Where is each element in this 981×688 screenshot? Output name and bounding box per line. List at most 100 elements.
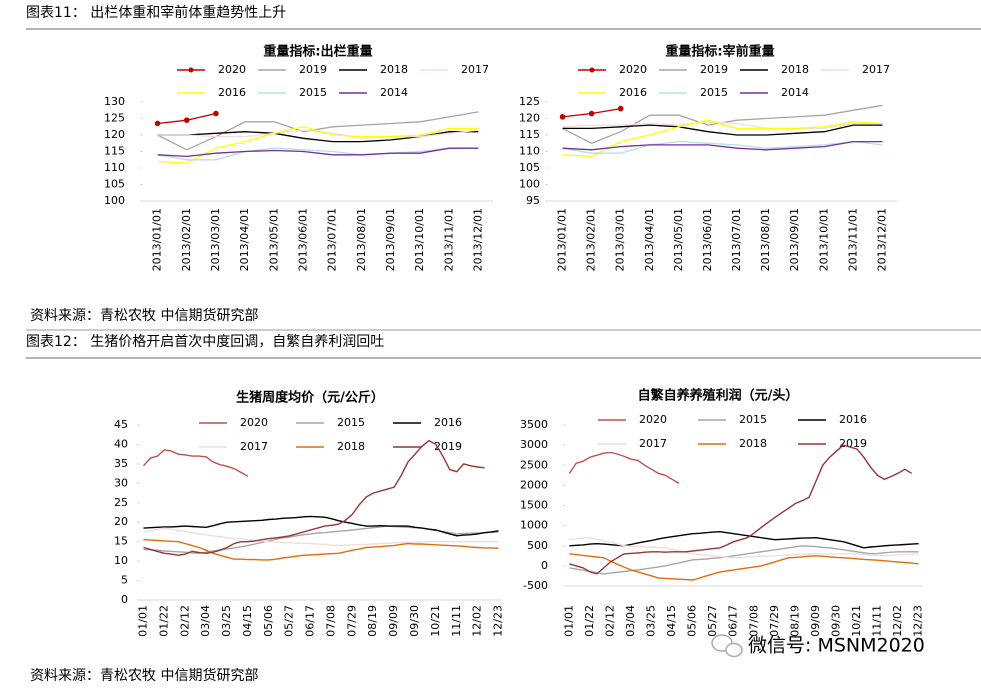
legend-label: 2017 [240, 440, 268, 453]
series-line [562, 121, 883, 130]
x-tick-label: 12/02 [891, 605, 904, 637]
figure-header: 图表12： 生猪价格开启首次中度回调，自繁自养利润回吐 [26, 334, 384, 350]
y-tick-label: 0 [541, 559, 548, 572]
legend-label: 2020 [619, 63, 647, 76]
y-tick-label: 110 [104, 161, 125, 174]
y-tick-label: 25 [114, 496, 128, 509]
series-marker [183, 117, 190, 123]
x-tick-label: 2013/09/01 [788, 208, 801, 271]
x-tick-label: 03/25 [645, 605, 658, 637]
legend-marker [589, 67, 595, 73]
legend-label: 2018 [739, 437, 767, 450]
series-line [142, 449, 249, 477]
watermark: 微信号: MSNM2020 [748, 635, 925, 657]
y-tick-label: 500 [527, 539, 548, 552]
x-tick-label: 01/22 [157, 605, 170, 637]
x-tick-label: 12/23 [912, 605, 925, 637]
x-tick-label: 2013/06/01 [701, 208, 714, 271]
chart-title: 生猪周度均价（元/公斤） [236, 390, 384, 406]
legend-label: 2016 [218, 86, 246, 99]
series-line [143, 539, 499, 561]
x-tick-label: 05/27 [706, 605, 719, 637]
y-tick-label: 2500 [520, 458, 548, 471]
legend-label: 2016 [619, 86, 647, 99]
x-tick-label: 09/09 [809, 605, 822, 637]
figure-header: 图表11： 出栏体重和宰前体重趋势性上升 [26, 4, 286, 21]
legend-label: 2015 [739, 413, 767, 426]
x-tick-label: 2013/02/01 [585, 208, 598, 271]
y-tick-label: 110 [519, 145, 540, 158]
x-tick-label: 01/22 [583, 605, 596, 637]
y-tick-label: 40 [114, 437, 128, 450]
series-marker [617, 105, 624, 112]
y-tick-label: 100 [519, 178, 540, 191]
x-tick-label: 07/29 [768, 605, 781, 637]
x-tick-label: 06/17 [727, 605, 740, 637]
x-tick-label: 2013/05/01 [267, 208, 280, 271]
y-tick-label: 1500 [520, 499, 548, 512]
legend-label: 2020 [240, 416, 268, 429]
y-tick-label: 115 [519, 128, 540, 141]
x-tick-label: 11/11 [871, 605, 884, 637]
x-tick-label: 12/23 [492, 605, 505, 637]
x-tick-label: 2013/02/01 [180, 208, 193, 271]
y-tick-label: 105 [519, 161, 540, 174]
legend-marker [188, 67, 194, 73]
y-tick-label: 3000 [520, 438, 548, 451]
chart-title: 重量指标:出栏重量 [263, 44, 372, 60]
x-tick-label: 02/12 [604, 605, 617, 637]
chart-title: 重量指标:宰前重量 [665, 44, 774, 60]
series-line [157, 111, 479, 151]
legend-label: 2019 [700, 63, 728, 76]
x-tick-label: 2013/11/01 [846, 208, 859, 271]
x-tick-label: 2013/10/01 [817, 208, 830, 271]
x-tick-label: 03/25 [220, 605, 233, 637]
legend-label: 2017 [639, 437, 667, 450]
x-tick-label: 2013/08/01 [759, 208, 772, 271]
x-tick-label: 08/19 [366, 605, 379, 637]
y-tick-label: 10 [114, 554, 128, 567]
x-tick-label: 2013/03/01 [614, 208, 627, 271]
x-tick-label: 09/30 [408, 605, 421, 637]
legend-label: 2014 [781, 86, 809, 99]
y-tick-label: 115 [104, 145, 125, 158]
x-tick-label: 2013/12/01 [875, 208, 888, 271]
series-line [568, 451, 680, 485]
x-tick-label: 02/12 [178, 605, 191, 637]
series-line [569, 545, 919, 575]
x-tick-label: 2013/04/01 [643, 208, 656, 271]
legend-label: 2014 [380, 86, 408, 99]
y-tick-label: 20 [114, 515, 128, 528]
legend-label: 2015 [700, 86, 728, 99]
x-tick-label: 2013/10/01 [413, 208, 426, 271]
x-tick-label: 2013/08/01 [355, 208, 368, 271]
series-marker [213, 110, 219, 117]
legend-label: 2017 [862, 63, 890, 76]
legend-label: 2018 [781, 63, 809, 76]
x-tick-label: 07/08 [747, 605, 760, 637]
x-tick-label: 05/06 [686, 605, 699, 637]
y-tick-label: 125 [104, 112, 125, 125]
y-tick-label: 95 [526, 194, 540, 207]
x-tick-label: 2013/05/01 [672, 208, 685, 271]
y-tick-label: 1000 [520, 519, 548, 532]
y-tick-label: 120 [104, 128, 125, 141]
x-tick-label: 2013/07/01 [326, 208, 339, 271]
series-line [562, 140, 883, 151]
x-tick-label: 05/06 [262, 605, 275, 637]
x-tick-label: 03/04 [199, 605, 212, 637]
series-line [143, 527, 499, 547]
x-tick-label: 2013/01/01 [151, 208, 164, 271]
y-tick-label: 15 [114, 535, 128, 548]
x-tick-label: 10/21 [429, 605, 442, 637]
y-tick-label: 125 [519, 95, 540, 108]
x-tick-label: 06/17 [304, 605, 317, 637]
x-tick-label: 08/19 [788, 605, 801, 637]
legend-label: 2018 [380, 63, 408, 76]
x-tick-label: 04/15 [241, 605, 254, 637]
y-tick-label: 130 [104, 95, 125, 108]
series-line [143, 515, 499, 537]
x-tick-label: 09/09 [387, 605, 400, 637]
